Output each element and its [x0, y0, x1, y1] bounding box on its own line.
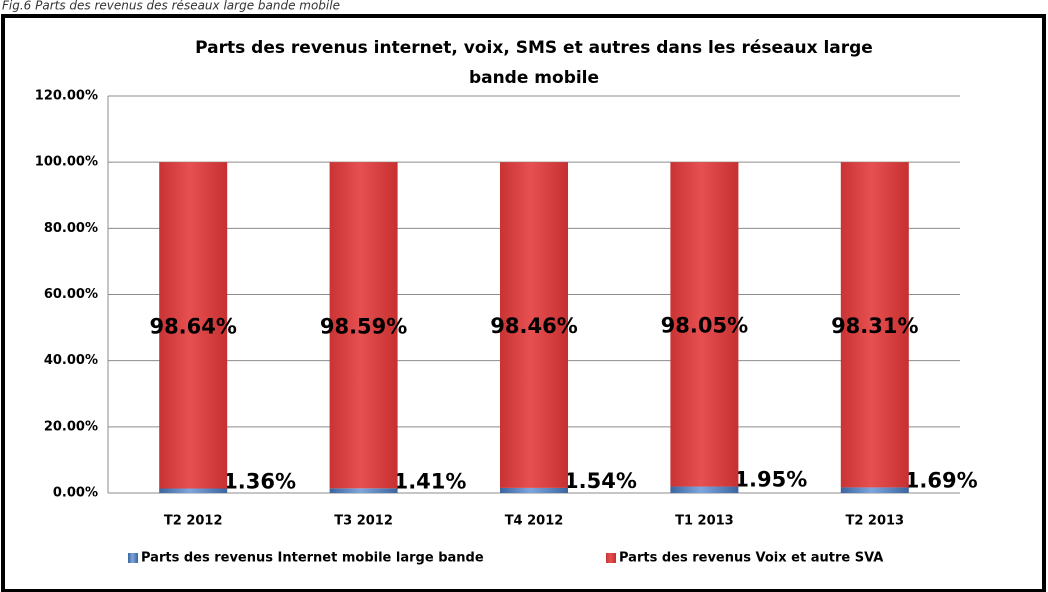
bar-segment	[159, 488, 228, 493]
bar-segment	[159, 162, 228, 489]
chart-title: bande mobile	[469, 68, 599, 88]
legend-swatch	[606, 553, 616, 563]
x-tick-label: T2 2013	[845, 514, 904, 529]
data-label: 1.41%	[394, 469, 467, 493]
legend-swatch	[128, 553, 138, 563]
legend-label: Parts des revenus Voix et autre SVA	[619, 551, 883, 566]
data-label: 98.31%	[831, 314, 918, 338]
x-tick-label: T1 2013	[675, 514, 734, 529]
bar-segment	[500, 487, 568, 493]
x-tick-label: T4 2012	[505, 514, 564, 529]
bar-segment	[500, 162, 568, 488]
x-tick-label: T2 2012	[164, 514, 223, 529]
data-label: 98.05%	[661, 313, 748, 337]
data-label: 1.54%	[564, 469, 637, 493]
y-tick-label: 0.00%	[53, 486, 98, 501]
y-tick-label: 40.00%	[44, 353, 98, 368]
chart-title: Parts des revenus internet, voix, SMS et…	[195, 38, 873, 58]
bar-segment	[840, 162, 909, 488]
bar-segment	[670, 162, 739, 487]
y-tick-label: 60.00%	[44, 287, 98, 302]
data-label: 98.64%	[149, 314, 236, 338]
data-label: 98.59%	[320, 314, 407, 338]
y-tick-label: 100.00%	[35, 155, 98, 170]
bar-segment	[329, 162, 398, 489]
figure-caption: Fig.6 Parts des revenus des réseaux larg…	[2, 0, 340, 13]
data-label: 1.36%	[223, 470, 296, 494]
y-tick-label: 80.00%	[44, 221, 98, 236]
data-label: 98.46%	[490, 314, 577, 338]
data-label: 1.69%	[905, 468, 978, 492]
bar-segment	[670, 486, 739, 493]
y-tick-label: 120.00%	[35, 89, 98, 104]
bar-segment	[329, 488, 398, 493]
bar-segment	[840, 487, 909, 493]
data-label: 1.95%	[734, 468, 807, 492]
y-tick-label: 20.00%	[44, 419, 98, 434]
x-tick-label: T3 2012	[334, 514, 393, 529]
legend-label: Parts des revenus Internet mobile large …	[141, 551, 484, 566]
